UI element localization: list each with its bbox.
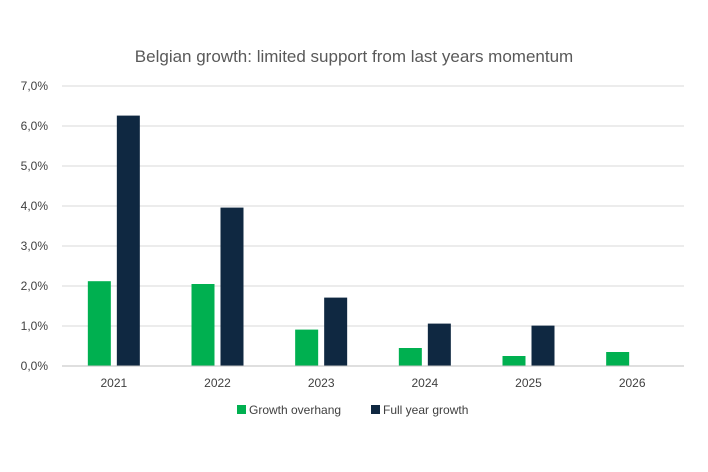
x-tick-label: 2025 xyxy=(515,376,542,390)
chart-title: Belgian growth: limited support from las… xyxy=(135,47,573,66)
bar-growth-overhang xyxy=(398,348,422,366)
y-tick-label: 4,0% xyxy=(21,199,49,213)
x-axis-ticks: 2021 2022 2023 2024 2025 2026 xyxy=(100,376,645,390)
legend: Growth overhang Full year growth xyxy=(237,403,468,417)
y-tick-label: 3,0% xyxy=(21,239,49,253)
y-axis-ticks: 0,0% 1,0% 2,0% 3,0% 4,0% 5,0% 6,0% 7,0% xyxy=(21,79,49,373)
x-tick-label: 2024 xyxy=(411,376,438,390)
bar-full-year-growth xyxy=(324,297,348,366)
bar-growth-overhang xyxy=(295,329,319,366)
bars xyxy=(87,115,630,366)
x-tick-label: 2021 xyxy=(100,376,127,390)
legend-label: Growth overhang xyxy=(249,403,341,417)
x-tick-label: 2022 xyxy=(204,376,231,390)
y-tick-label: 5,0% xyxy=(21,159,49,173)
y-tick-label: 1,0% xyxy=(21,319,49,333)
grid-lines xyxy=(62,85,684,327)
y-tick-label: 7,0% xyxy=(21,79,49,93)
bar-growth-overhang xyxy=(606,352,630,366)
bar-full-year-growth xyxy=(116,115,140,366)
legend-swatch xyxy=(371,405,380,414)
bar-full-year-growth xyxy=(427,323,451,366)
legend-label: Full year growth xyxy=(383,403,468,417)
bar-growth-overhang xyxy=(191,284,215,366)
bar-growth-overhang xyxy=(502,356,526,366)
x-tick-label: 2023 xyxy=(308,376,335,390)
legend-swatch xyxy=(237,405,246,414)
y-tick-label: 2,0% xyxy=(21,279,49,293)
x-tick-label: 2026 xyxy=(619,376,646,390)
y-tick-label: 6,0% xyxy=(21,119,49,133)
bar-full-year-growth xyxy=(531,325,555,366)
y-tick-label: 0,0% xyxy=(21,359,49,373)
bar-growth-overhang xyxy=(87,281,111,366)
bar-full-year-growth xyxy=(220,207,244,366)
